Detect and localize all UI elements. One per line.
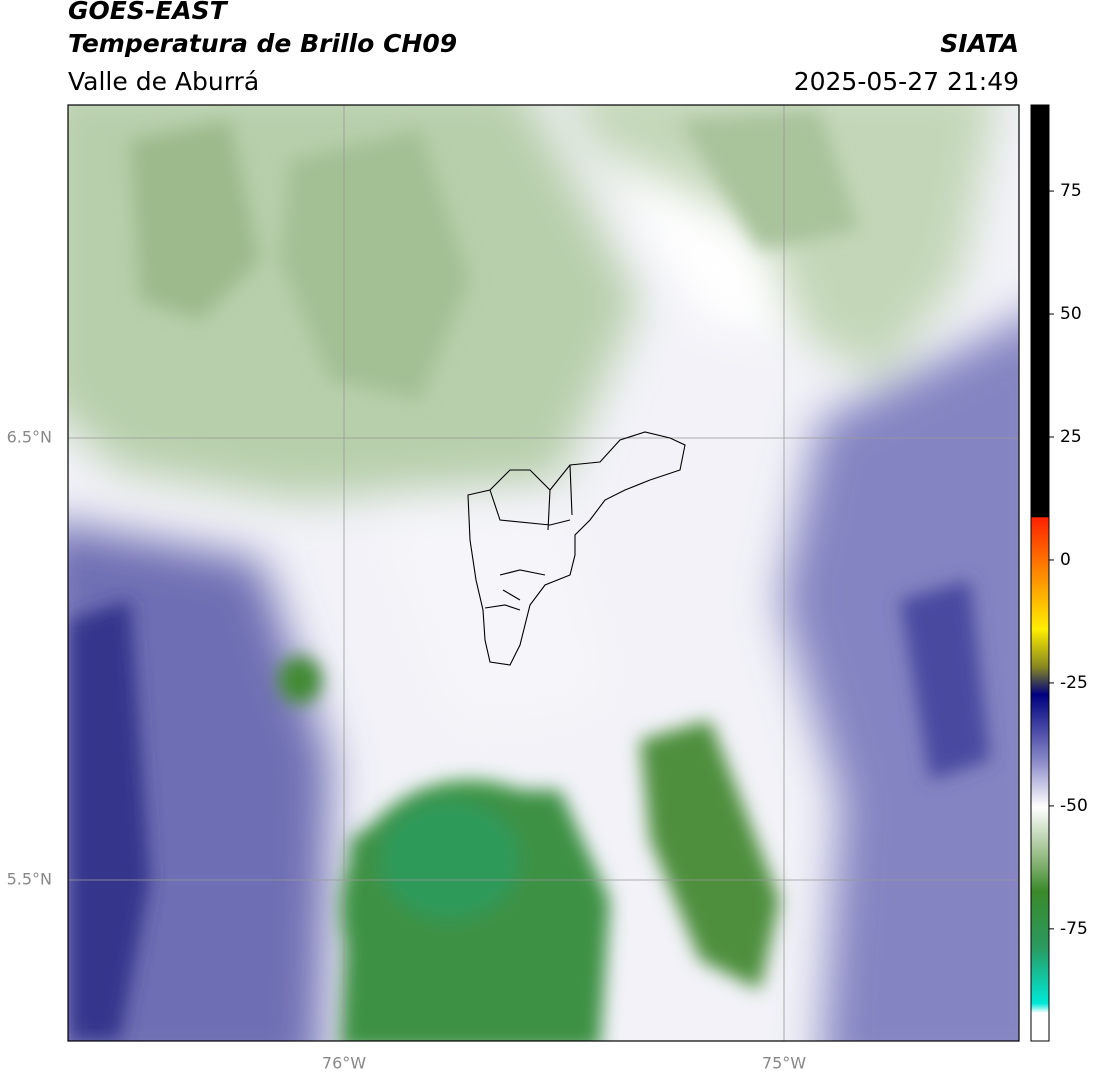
subtitle: Temperatura de Brillo CH09 <box>68 29 457 58</box>
lat-label: 6.5°N <box>7 428 52 447</box>
municipal-boundaries <box>467 431 686 666</box>
lon-label: 76°W <box>322 1054 366 1073</box>
title: GOES-EAST <box>68 0 229 25</box>
gridlines <box>68 105 1019 1041</box>
satellite-image <box>68 105 1019 1041</box>
colorbar-tick-label: 25 <box>1060 427 1082 447</box>
colorbar-tick-label: 0 <box>1060 550 1071 570</box>
colorbar <box>1030 104 1050 1042</box>
colorbar-tick-label: -50 <box>1060 796 1088 816</box>
datetime: 2025-05-27 21:49 <box>794 67 1019 96</box>
region: Valle de Aburrá <box>68 67 259 96</box>
colorbar-tick-label: -75 <box>1060 919 1088 939</box>
colorbar-tick-label: -25 <box>1060 673 1088 693</box>
colorbar-ticks: 75 50 25 0 -25 -50 -75 <box>1049 181 1088 939</box>
map-frame <box>67 104 1020 1042</box>
lat-label: 5.5°N <box>7 870 52 889</box>
colorbar-tick-label: 50 <box>1060 304 1082 324</box>
lon-label: 75°W <box>762 1054 806 1073</box>
colorbar-tick-label: 75 <box>1060 181 1082 201</box>
source: SIATA <box>940 29 1019 58</box>
